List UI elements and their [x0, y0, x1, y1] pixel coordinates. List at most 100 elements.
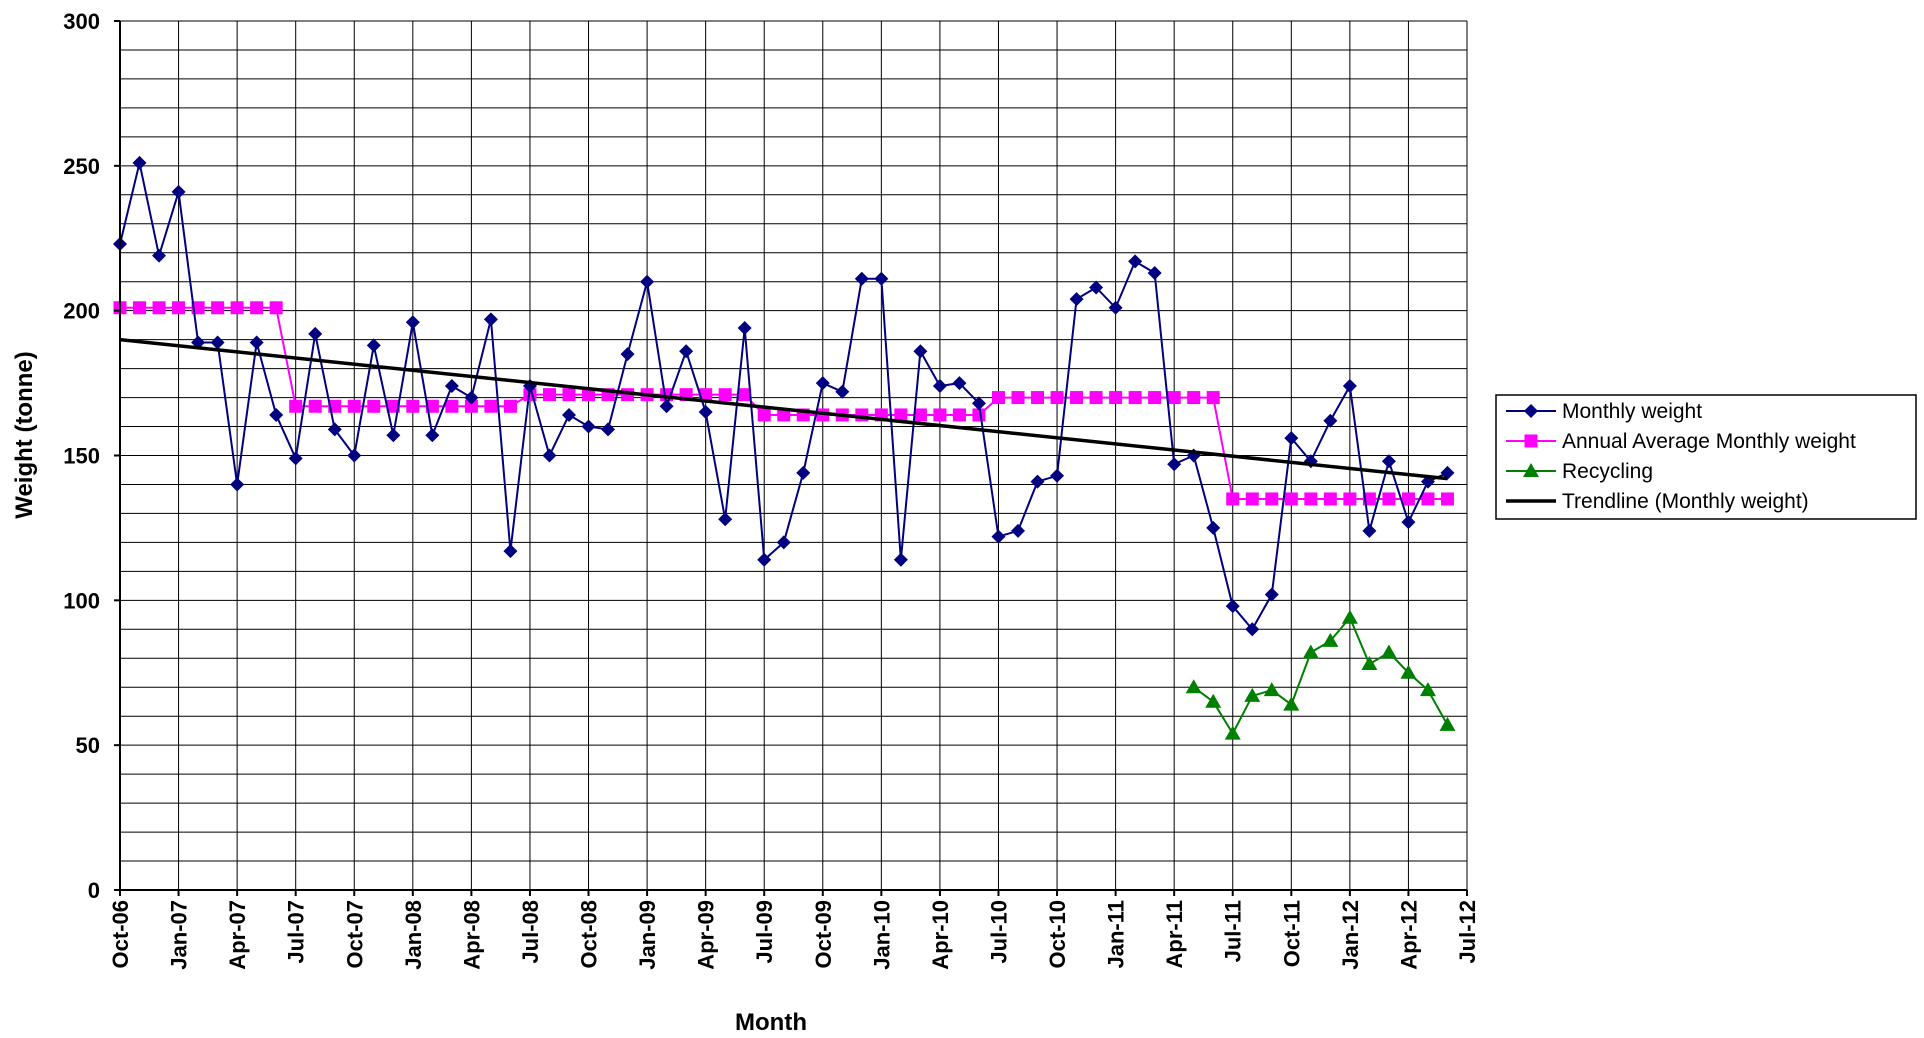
data-point: [1265, 492, 1279, 506]
data-point: [367, 399, 381, 413]
legend-box: [1495, 394, 1917, 520]
x-tick-label: Apr-09: [694, 900, 719, 970]
x-tick-label: Jul-08: [518, 900, 543, 964]
data-point: [601, 422, 616, 437]
data-point: [1030, 474, 1045, 489]
x-tick-label: Oct-08: [577, 900, 602, 968]
y-tick-label: 300: [63, 9, 100, 34]
legend: Monthly weight Annual Average Monthly wei…: [1495, 394, 1917, 520]
x-tick-label: Jan-12: [1338, 900, 1363, 970]
data-point: [991, 529, 1006, 544]
x-tick-label: Apr-11: [1162, 900, 1187, 968]
data-point: [894, 408, 908, 422]
data-point: [972, 408, 986, 422]
x-tick-label: Jan-09: [635, 900, 660, 970]
data-point: [269, 301, 283, 315]
data-point: [172, 301, 186, 315]
series-layer: [113, 155, 1456, 740]
data-point: [308, 399, 322, 413]
data-point: [405, 315, 420, 330]
data-point: [503, 544, 518, 559]
data-point: [269, 407, 284, 422]
data-point: [562, 407, 576, 422]
data-point: [796, 465, 811, 480]
data-point: [1401, 515, 1416, 530]
data-point: [211, 301, 225, 315]
series-line: [1193, 615, 1449, 736]
data-point: [1421, 492, 1435, 506]
data-point: [1089, 391, 1103, 405]
data-point: [718, 512, 733, 527]
legend-label: Trendline (Monthly weight): [1562, 490, 1809, 513]
data-point: [581, 419, 596, 434]
data-point: [386, 399, 400, 413]
x-tick-label: Apr-07: [225, 900, 250, 970]
x-tick-label: Jul-07: [284, 900, 309, 964]
data-point: [484, 399, 498, 413]
data-point: [464, 390, 479, 405]
data-point: [1089, 280, 1104, 295]
data-point: [1225, 599, 1240, 614]
data-point: [1109, 391, 1123, 405]
data-point: [308, 326, 323, 341]
data-point: [1419, 682, 1436, 697]
data-point: [1440, 492, 1454, 506]
data-point: [1245, 492, 1259, 506]
legend-marker: [1524, 404, 1538, 418]
y-tick-label: 0: [88, 878, 100, 903]
legend-label: Monthly weight: [1562, 400, 1702, 423]
data-point: [737, 321, 752, 336]
data-point: [1128, 254, 1143, 269]
data-point: [718, 388, 732, 402]
data-point: [1380, 644, 1397, 659]
data-point: [1070, 391, 1084, 405]
x-tick-label: Jul-12: [1455, 900, 1480, 964]
series-line: [119, 337, 1448, 481]
data-point: [757, 552, 772, 567]
grid: [119, 20, 1468, 891]
data-point: [347, 448, 362, 463]
x-tick-label: Jul-10: [986, 900, 1011, 964]
data-point: [1147, 266, 1162, 281]
data-point: [1361, 656, 1378, 671]
x-axis-title: Month: [735, 1009, 807, 1036]
data-point: [152, 301, 166, 315]
data-point: [1304, 492, 1318, 506]
data-point: [952, 408, 966, 422]
data-point: [1187, 391, 1201, 405]
data-point: [1283, 696, 1300, 711]
legend-label: Annual Average Monthly weight: [1562, 430, 1856, 453]
data-point: [699, 388, 713, 402]
data-point: [425, 399, 439, 413]
data-point: [1011, 523, 1025, 538]
data-point: [1302, 644, 1319, 659]
x-tick-label: Oct-06: [108, 900, 133, 968]
data-point: [1343, 492, 1357, 506]
x-tick-label: Jan-10: [869, 900, 894, 970]
legend-item: Trendline (Monthly weight): [1506, 490, 1809, 513]
data-point: [933, 408, 947, 422]
data-point: [1245, 622, 1260, 637]
data-point: [1439, 716, 1456, 731]
data-point: [893, 552, 908, 567]
y-tick-label: 100: [63, 588, 100, 613]
data-point: [1205, 693, 1222, 708]
legend-item: Monthly weight: [1506, 400, 1702, 423]
data-point: [542, 448, 557, 463]
data-point: [289, 399, 303, 413]
data-point: [1167, 391, 1181, 405]
x-tick-label: Apr-12: [1396, 900, 1421, 970]
axes: [114, 20, 1468, 896]
x-tick-label: Oct-10: [1045, 900, 1070, 968]
data-point: [757, 408, 771, 422]
x-tick-label: Jan-11: [1104, 900, 1129, 969]
data-point: [1323, 492, 1337, 506]
data-point: [777, 408, 791, 422]
data-point: [483, 312, 498, 327]
data-point: [464, 399, 478, 413]
data-point: [1440, 465, 1455, 480]
series-recycling: [1185, 609, 1456, 740]
data-point: [445, 399, 459, 413]
data-point: [1011, 391, 1025, 405]
